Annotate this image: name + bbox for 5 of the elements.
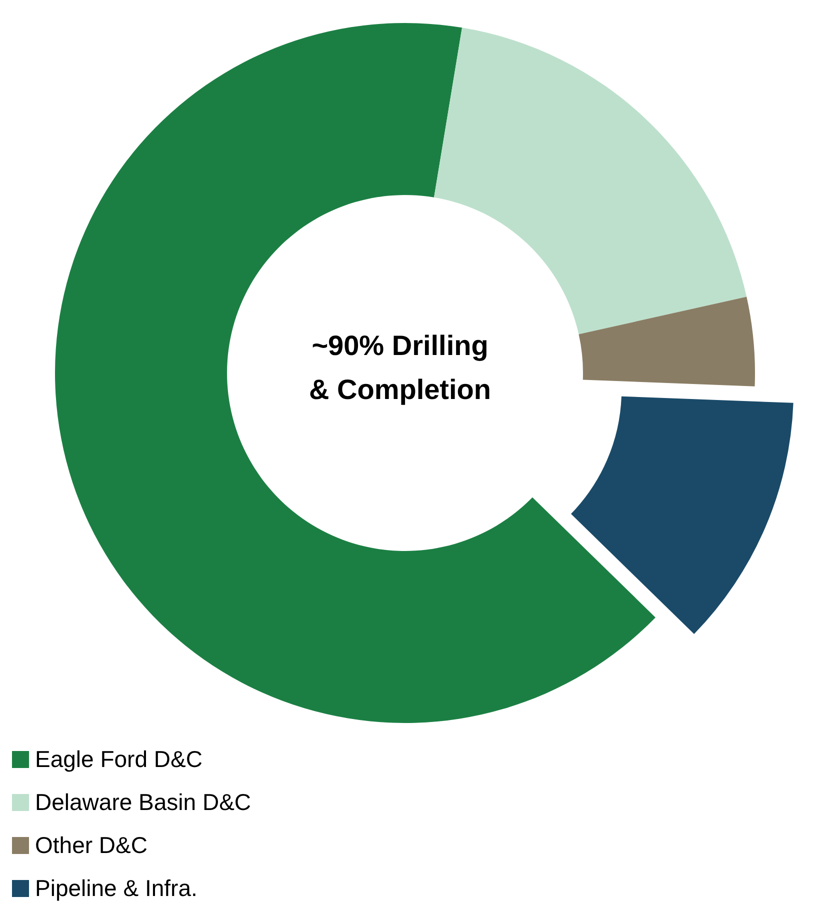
- text: ~90% Drilling & Completion: [308, 329, 492, 407]
- legend-label: Other D&C: [35, 832, 148, 859]
- legend-label: Pipeline & Infra.: [35, 875, 198, 902]
- legend-label: Delaware Basin D&C: [35, 789, 252, 816]
- legend-label: Eagle Ford D&C: [35, 746, 202, 773]
